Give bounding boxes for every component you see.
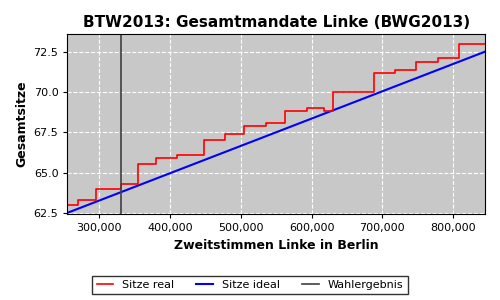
- Sitze real: [482, 42, 488, 45]
- Sitze real: [414, 68, 420, 72]
- Sitze real: [330, 110, 336, 113]
- Sitze real: [304, 110, 310, 113]
- Sitze real: [174, 153, 180, 157]
- Sitze real: [392, 68, 398, 72]
- Sitze real: [93, 198, 99, 202]
- Sitze real: [222, 132, 228, 136]
- Sitze real: [434, 60, 440, 64]
- Sitze real: [304, 106, 310, 110]
- Sitze real: [392, 71, 398, 74]
- Sitze real: [93, 187, 99, 190]
- Sitze real: [153, 156, 159, 160]
- Legend: Sitze real, Sitze ideal, Wahlergebnis: Sitze real, Sitze ideal, Wahlergebnis: [92, 276, 408, 294]
- Sitze real: [242, 124, 248, 128]
- Sitze real: [262, 124, 268, 128]
- Sitze real: [75, 198, 81, 202]
- Title: BTW2013: Gesamtmandate Linke (BWG2013): BTW2013: Gesamtmandate Linke (BWG2013): [82, 15, 470, 30]
- Sitze real: [322, 106, 328, 110]
- Sitze real: [64, 203, 70, 206]
- Line: Sitze real: Sitze real: [68, 44, 485, 205]
- Sitze real: [282, 110, 288, 113]
- Sitze real: [456, 42, 462, 45]
- Sitze real: [153, 163, 159, 166]
- Sitze real: [75, 203, 81, 206]
- Y-axis label: Gesamtsitze: Gesamtsitze: [15, 81, 28, 167]
- Sitze real: [330, 90, 336, 94]
- Sitze real: [174, 156, 180, 160]
- Sitze real: [322, 110, 328, 113]
- Sitze real: [222, 139, 228, 142]
- X-axis label: Zweitstimmen Linke in Berlin: Zweitstimmen Linke in Berlin: [174, 239, 378, 252]
- Sitze real: [371, 90, 377, 94]
- Sitze real: [282, 121, 288, 124]
- Sitze real: [201, 153, 207, 157]
- Sitze real: [118, 187, 124, 190]
- Sitze real: [135, 163, 141, 166]
- Sitze real: [135, 182, 141, 186]
- Sitze real: [414, 60, 420, 64]
- Sitze real: [371, 71, 377, 74]
- Sitze real: [434, 56, 440, 60]
- Sitze real: [201, 139, 207, 142]
- Sitze real: [118, 182, 124, 186]
- Sitze real: [242, 132, 248, 136]
- Sitze real: [456, 56, 462, 60]
- Sitze real: [262, 121, 268, 124]
